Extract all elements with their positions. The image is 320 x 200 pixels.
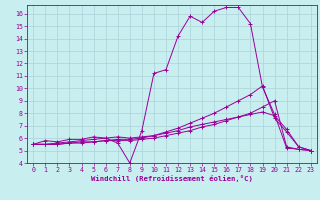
X-axis label: Windchill (Refroidissement éolien,°C): Windchill (Refroidissement éolien,°C) [91, 175, 253, 182]
